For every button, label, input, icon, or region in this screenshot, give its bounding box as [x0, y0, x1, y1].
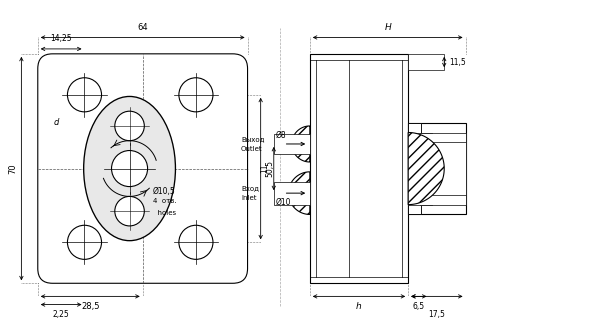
Text: 11: 11	[260, 164, 269, 173]
Text: 64: 64	[137, 23, 148, 31]
Text: 28,5: 28,5	[81, 302, 100, 311]
Bar	[408, 123, 466, 214]
Text: holes: holes	[152, 210, 176, 216]
Circle shape	[115, 111, 145, 141]
Bar	[274, 182, 310, 205]
Circle shape	[67, 225, 101, 259]
Text: 6,5: 6,5	[413, 302, 425, 311]
Text: 50,5: 50,5	[265, 160, 274, 177]
Text: 14,25: 14,25	[50, 34, 71, 43]
Text: H: H	[385, 23, 391, 31]
Text: h: h	[356, 302, 362, 311]
FancyBboxPatch shape	[38, 54, 248, 283]
Circle shape	[179, 78, 213, 112]
Text: Вход: Вход	[241, 185, 259, 191]
Text: Ø10: Ø10	[275, 198, 291, 207]
Text: d: d	[53, 118, 58, 127]
Bar	[408, 54, 444, 70]
Bar	[419, 133, 433, 205]
Circle shape	[115, 196, 145, 226]
Bar	[431, 142, 466, 195]
Polygon shape	[292, 126, 310, 162]
Polygon shape	[289, 172, 310, 214]
Text: 17,5: 17,5	[428, 310, 445, 319]
Bar	[310, 54, 408, 283]
Polygon shape	[408, 133, 444, 205]
Text: Ø10,5: Ø10,5	[152, 187, 175, 196]
Text: Inlet: Inlet	[241, 195, 257, 201]
Circle shape	[67, 78, 101, 112]
Circle shape	[112, 151, 148, 187]
Bar	[408, 133, 466, 205]
Bar	[408, 123, 421, 214]
Text: 70: 70	[8, 163, 17, 174]
Text: Outlet: Outlet	[241, 146, 263, 152]
Bar	[408, 142, 466, 195]
Text: 11,5: 11,5	[449, 58, 466, 66]
Text: Выход: Выход	[241, 136, 265, 142]
Circle shape	[179, 225, 213, 259]
Text: 2,25: 2,25	[52, 310, 69, 319]
Ellipse shape	[83, 97, 175, 241]
Text: 4  отв.: 4 отв.	[152, 198, 176, 204]
Bar	[274, 134, 310, 154]
Text: Ø8: Ø8	[275, 131, 286, 140]
